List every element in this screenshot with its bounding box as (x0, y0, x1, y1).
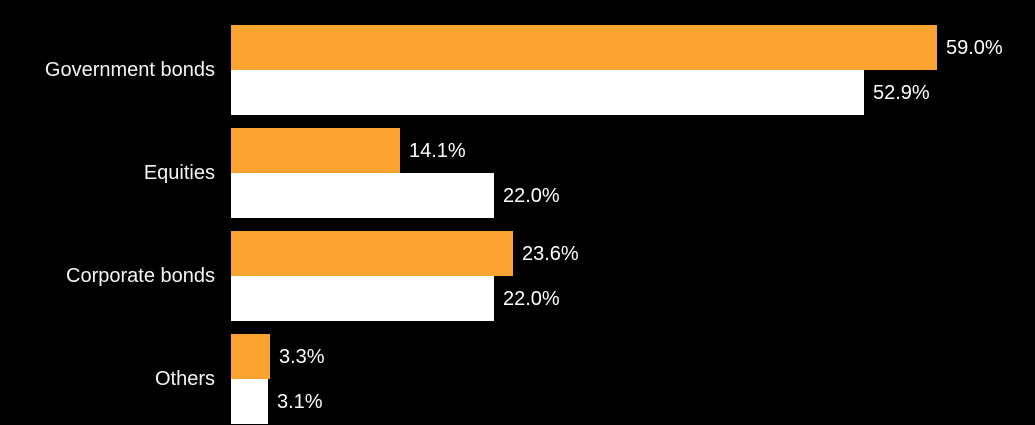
bar-group-others: Others 3.3% 3.1% (0, 334, 1035, 424)
category-cell: Others (0, 334, 231, 424)
bar-orange-others (231, 334, 270, 379)
bar-row: 3.3% (231, 334, 1035, 379)
bars-cell: 14.1% 22.0% (231, 128, 1035, 218)
value-label-orange: 3.3% (279, 345, 325, 368)
bar-orange-corporate-bonds (231, 231, 513, 276)
value-label-orange: 23.6% (522, 242, 579, 265)
bar-white-corporate-bonds (231, 276, 494, 321)
bars-cell: 3.3% 3.1% (231, 334, 1035, 424)
bar-group-corporate-bonds: Corporate bonds 23.6% 22.0% (0, 231, 1035, 321)
value-label-white: 22.0% (503, 287, 560, 310)
value-label-white: 22.0% (503, 184, 560, 207)
category-label-others: Others (154, 368, 215, 390)
value-label-orange: 59.0% (946, 36, 1003, 59)
bar-group-government-bonds: Government bonds 59.0% 52.9% (0, 25, 1035, 115)
category-label-government-bonds: Government bonds (44, 59, 215, 81)
value-label-white: 52.9% (873, 81, 930, 104)
bar-row: 59.0% (231, 25, 1035, 70)
bar-row: 14.1% (231, 128, 1035, 173)
category-cell: Government bonds (0, 25, 231, 115)
bar-white-others (231, 379, 268, 424)
bar-orange-government-bonds (231, 25, 937, 70)
bar-white-government-bonds (231, 70, 864, 115)
bar-group-equities: Equities 14.1% 22.0% (0, 128, 1035, 218)
category-cell: Equities (0, 128, 231, 218)
bars-cell: 23.6% 22.0% (231, 231, 1035, 321)
category-label-corporate-bonds: Corporate bonds (66, 265, 215, 287)
bar-row: 23.6% (231, 231, 1035, 276)
category-label-equities: Equities (143, 162, 215, 184)
value-label-white: 3.1% (277, 390, 323, 413)
bar-row: 22.0% (231, 276, 1035, 321)
bar-row: 3.1% (231, 379, 1035, 424)
bar-row: 22.0% (231, 173, 1035, 218)
category-cell: Corporate bonds (0, 231, 231, 321)
bar-row: 52.9% (231, 70, 1035, 115)
bars-cell: 59.0% 52.9% (231, 25, 1035, 115)
bar-orange-equities (231, 128, 400, 173)
bar-white-equities (231, 173, 494, 218)
value-label-orange: 14.1% (409, 139, 466, 162)
